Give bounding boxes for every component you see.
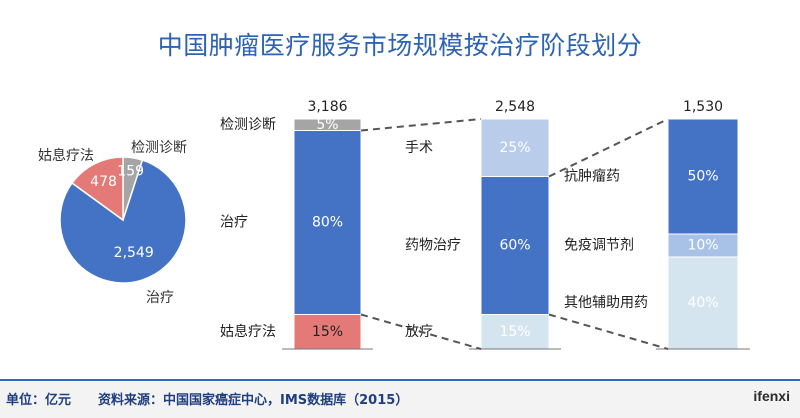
bar-segment-label: 治疗 [220,215,248,231]
pie-slice-0 [59,159,187,284]
bar-segment-value: 25% [499,140,530,156]
bar-segment-label: 手术 [405,140,433,156]
bar-total-label: 1,530 [683,99,723,115]
pie-slice-1 [70,156,124,222]
bar-segment-label: 其他辅助用药 [564,295,648,311]
bar-segment-value: 40% [687,295,718,311]
chart-title: 中国肿瘤医疗服务市场规模按治疗阶段划分 [157,31,643,60]
bar-segment-value: 80% [312,215,343,231]
bar-segment-value: 10% [687,238,718,254]
bar-segment-value: 15% [312,324,343,340]
bar-segment-value: 5% [316,117,338,133]
brand-logo: ifenxi [753,388,790,404]
pie-category-label: 检测诊断 [131,140,187,156]
bar-segment [480,118,550,177]
bar-segment [480,314,550,350]
connector-line [548,118,669,178]
bar-total-label: 3,186 [307,99,347,115]
pie-category-label: 治疗 [146,290,174,306]
bar-segment-label: 姑息疗法 [220,323,276,340]
bar-segment [293,130,362,315]
connector-line [548,313,669,350]
pie-value-label: 159 [117,163,144,179]
pie-value-label: 2,549 [114,245,154,261]
bar-segment [667,118,739,235]
bar-segment-value: 60% [499,238,530,254]
bar-segment-value: 50% [687,169,718,185]
bar-segment-label: 抗肿瘤药 [564,168,620,185]
bar-total-label: 2,548 [495,99,535,115]
connector-line [360,313,482,350]
bar-segment-label: 检测诊断 [220,117,276,133]
unit-label: 单位：亿元 [6,393,72,408]
bar-segment-label: 药物治疗 [405,238,461,254]
footer-bar: 单位：亿元 资料来源：中国国家癌症中心，IMS数据库（2015） ifenxi [0,379,800,418]
bar-segment-label: 免疫调节剂 [564,238,634,254]
pie-category-label: 姑息疗法 [38,147,94,164]
pie-value-label: 478 [90,174,117,190]
bar-segment-value: 15% [499,324,530,340]
connector-line [360,118,482,132]
bar-segment [480,176,550,315]
bar-segment [293,118,362,131]
source-label: 资料来源：中国国家癌症中心，IMS数据库（2015） [98,393,409,408]
